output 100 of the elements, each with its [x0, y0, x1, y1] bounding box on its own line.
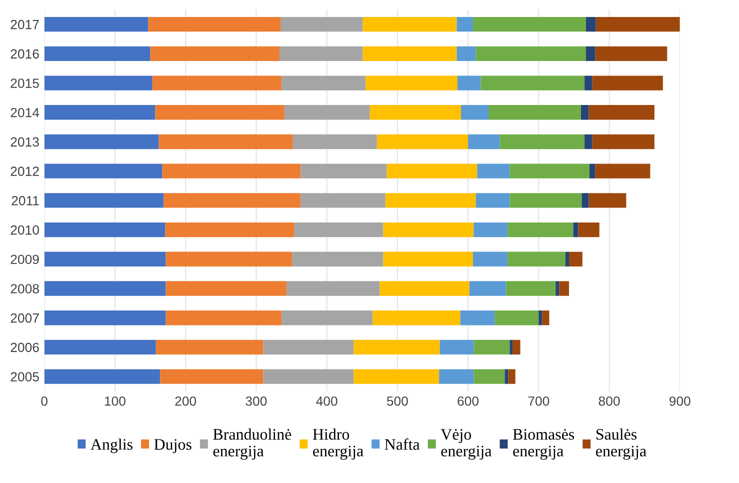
bar	[286, 281, 380, 296]
bar	[166, 281, 287, 296]
bar	[494, 310, 539, 326]
bar	[440, 340, 474, 355]
bar	[474, 340, 510, 355]
bar	[573, 222, 578, 238]
bar	[595, 46, 668, 62]
bar	[476, 193, 510, 208]
bar	[160, 369, 264, 384]
bar	[474, 369, 505, 384]
bar	[354, 340, 440, 355]
bar	[156, 340, 264, 355]
bar	[282, 310, 373, 326]
x-tick-label: 600	[458, 396, 479, 406]
x-tick-label: 100	[104, 396, 126, 406]
bar	[510, 193, 582, 208]
bar	[460, 310, 495, 326]
bar	[44, 134, 159, 150]
bar	[456, 46, 476, 62]
bar	[44, 46, 150, 62]
bar	[354, 369, 440, 384]
legend-label: Saulės energija	[596, 428, 646, 460]
bar	[162, 164, 301, 178]
bar	[510, 164, 590, 178]
bar	[383, 222, 474, 238]
x-tick-label: 500	[386, 396, 408, 406]
bar	[158, 134, 293, 150]
bar	[542, 310, 550, 326]
bar	[588, 105, 654, 120]
bar	[596, 17, 680, 32]
bar	[472, 17, 586, 32]
bar	[581, 105, 589, 120]
y-tick-label: 2016	[10, 49, 39, 59]
bar	[512, 340, 520, 355]
bar	[370, 105, 461, 120]
y-tick-label: 2005	[10, 372, 39, 382]
bar	[166, 310, 282, 326]
x-tick-label: 900	[669, 396, 690, 406]
bar	[385, 193, 476, 208]
bar	[152, 76, 282, 90]
bar	[292, 252, 384, 266]
x-tick-label: 300	[246, 396, 267, 406]
y-tick-label: 2013	[10, 137, 39, 147]
legend-label: Nafta	[384, 438, 420, 450]
bar	[44, 222, 166, 238]
bar	[508, 222, 574, 238]
bar	[44, 340, 156, 355]
bar	[559, 281, 570, 296]
legend-label: Branduolinė energija	[213, 428, 292, 460]
legend-label: Biomasės energija	[512, 429, 574, 460]
x-tick-label: 0	[41, 396, 48, 406]
bar	[44, 17, 148, 32]
bar	[586, 17, 596, 32]
bar	[472, 252, 508, 266]
y-tick-label: 2009	[10, 254, 39, 264]
bar	[166, 252, 292, 266]
bar	[284, 105, 370, 120]
bar	[474, 222, 508, 238]
bar	[588, 193, 626, 208]
bar	[480, 76, 585, 90]
bar	[148, 17, 281, 32]
bar	[589, 164, 596, 178]
bar	[477, 164, 510, 178]
bar	[366, 76, 458, 90]
bar	[44, 76, 152, 90]
bar	[44, 281, 166, 296]
bar	[292, 134, 377, 150]
bar	[504, 369, 508, 384]
bar	[164, 193, 301, 208]
bar	[592, 134, 654, 150]
bar	[44, 252, 166, 266]
bar	[165, 222, 294, 238]
bar	[279, 46, 363, 62]
bar	[500, 134, 585, 150]
legend-label: Hidro energija	[312, 428, 364, 460]
bar	[44, 193, 164, 208]
y-tick-label: 2017	[10, 20, 39, 30]
bar	[380, 281, 470, 296]
bar	[386, 164, 478, 178]
bar	[439, 369, 474, 384]
y-tick-label: 2011	[12, 196, 39, 206]
bar	[300, 164, 387, 178]
bar	[457, 76, 481, 90]
bar	[362, 46, 457, 62]
bar	[595, 164, 650, 178]
bar	[263, 369, 354, 384]
y-tick-label: 2006	[10, 342, 39, 352]
bar	[592, 76, 663, 90]
bar	[263, 340, 354, 355]
bar	[584, 134, 592, 150]
bar	[460, 105, 489, 120]
bar	[506, 281, 556, 296]
legend-label: Dujos	[154, 439, 192, 454]
bar	[376, 134, 468, 150]
bar	[584, 76, 592, 90]
bar	[44, 105, 156, 120]
bar	[488, 105, 582, 120]
bar	[510, 340, 513, 355]
y-tick-label: 2007	[10, 313, 39, 323]
x-tick-label: 700	[528, 396, 550, 406]
